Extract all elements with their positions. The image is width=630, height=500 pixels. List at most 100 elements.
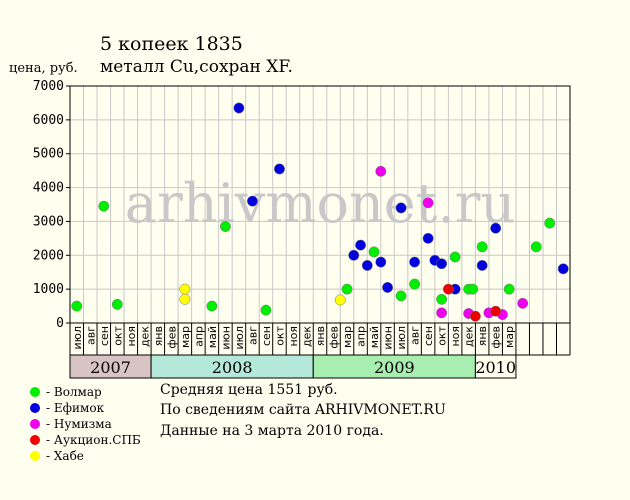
point-Хабе: [334, 294, 346, 306]
month-label: авг: [409, 326, 422, 345]
point-Волмар: [111, 298, 123, 310]
point-Ефимок: [490, 222, 502, 234]
y-tick-label: 2000: [33, 248, 64, 263]
legend-marker: [30, 419, 40, 429]
month-label: сен: [422, 326, 435, 346]
point-Нумизма: [517, 297, 529, 309]
point-Волмар: [467, 283, 479, 295]
legend-marker: [30, 435, 40, 445]
point-Ефимок: [355, 239, 366, 251]
legend-marker: [30, 403, 40, 413]
point-Волмар: [219, 221, 231, 232]
point-Хабе: [179, 293, 191, 305]
y-tick-label: 1000: [33, 282, 64, 297]
point-Ефимок: [382, 282, 394, 293]
point-Ефимок: [233, 102, 245, 114]
month-label: май: [206, 326, 219, 348]
source-note: По сведениям сайта ARHIVMONET.RU: [160, 402, 446, 418]
year-label: 2009: [374, 358, 415, 377]
month-label: дек: [138, 326, 151, 347]
grid: [69, 85, 571, 324]
point-Аукцион.СПБ: [490, 305, 502, 317]
point-Волмар: [368, 246, 380, 258]
y-axis-label: цена, руб.: [9, 61, 78, 76]
month-label: ноя: [449, 326, 462, 347]
month-label: янв: [152, 326, 165, 346]
date-note: Данные на 3 марта 2010 года.: [160, 423, 384, 439]
point-Ефимок: [395, 202, 407, 214]
point-Волмар: [503, 283, 515, 295]
legend-item: - Волмар: [30, 384, 141, 400]
year-label: 2010: [475, 358, 516, 377]
month-label: май: [368, 326, 381, 348]
point-Волмар: [341, 283, 353, 295]
legend-item: - Хабе: [30, 448, 141, 464]
point-Ефимок: [422, 232, 434, 244]
month-label: апр: [355, 326, 368, 347]
month-label: дек: [463, 326, 476, 347]
legend-label: - Волмар: [46, 385, 102, 399]
legend-item: - Нумизма: [30, 416, 141, 432]
month-label: фев: [490, 326, 503, 349]
chart-subtitle: металл Cu,сохран XF.: [100, 57, 293, 77]
legend-label: - Аукцион.СПБ: [46, 433, 141, 447]
month-label: авг: [84, 326, 97, 345]
month-label: авг: [246, 326, 259, 345]
chart-title: 5 копеек 1835: [100, 33, 243, 55]
month-label: окт: [273, 325, 286, 345]
legend-item: - Аукцион.СПБ: [30, 432, 141, 448]
point-Нумизма: [436, 307, 448, 319]
point-Волмар: [449, 251, 461, 263]
month-label: июл: [395, 326, 408, 349]
point-Хабе: [179, 283, 191, 295]
month-label: окт: [436, 325, 449, 345]
point-Ефимок: [348, 249, 360, 261]
year-label: 2007: [90, 358, 131, 377]
y-tick-label: 6000: [33, 113, 64, 128]
y-tick-label: 5000: [33, 147, 64, 162]
axes: 2007 2008 2009 2010 0 1000 2000 3000 4000 5000 600…: [33, 79, 571, 379]
month-label: ноя: [287, 326, 300, 347]
point-Ефимок: [361, 259, 373, 271]
month-label: мар: [503, 326, 516, 348]
point-Волмар: [544, 217, 556, 229]
point-Волмар: [436, 293, 448, 305]
data-points: [71, 102, 569, 322]
point-Ефимок: [274, 163, 285, 175]
month-label: ноя: [125, 326, 138, 347]
legend-marker: [30, 387, 40, 397]
legend-item: - Ефимок: [30, 400, 141, 416]
point-Ефимок: [557, 263, 569, 275]
month-label: мар: [341, 326, 354, 348]
month-label: янв: [314, 326, 327, 346]
month-label: сен: [98, 326, 111, 346]
month-label: июн: [382, 326, 395, 350]
month-label: фев: [165, 326, 178, 349]
month-label: фев: [328, 326, 341, 349]
average-price: Средняя цена 1551 руб.: [160, 382, 338, 398]
month-label: апр: [192, 326, 205, 347]
point-Ефимок: [476, 259, 488, 271]
point-Волмар: [530, 241, 542, 253]
legend-label: - Ефимок: [46, 401, 105, 415]
legend-label: - Хабе: [46, 449, 84, 463]
point-Волмар: [206, 300, 218, 312]
legend-label: - Нумизма: [46, 417, 112, 431]
y-tick-label: 4000: [33, 181, 64, 196]
point-Волмар: [98, 200, 110, 212]
point-Аукцион.СПБ: [442, 283, 454, 295]
point-Ефимок: [409, 256, 421, 268]
point-Волмар: [395, 290, 407, 302]
y-tick-label: 0: [56, 316, 64, 331]
point-Ефимок: [246, 195, 258, 207]
point-Волмар: [71, 300, 83, 312]
point-Волмар: [476, 241, 488, 253]
point-Аукцион.СПБ: [469, 310, 481, 322]
month-label: июл: [233, 326, 246, 349]
month-label: июн: [219, 326, 232, 350]
point-Волмар: [409, 278, 421, 290]
point-Ефимок: [436, 258, 448, 270]
legend-marker: [30, 451, 40, 461]
y-tick-label: 3000: [33, 214, 64, 229]
